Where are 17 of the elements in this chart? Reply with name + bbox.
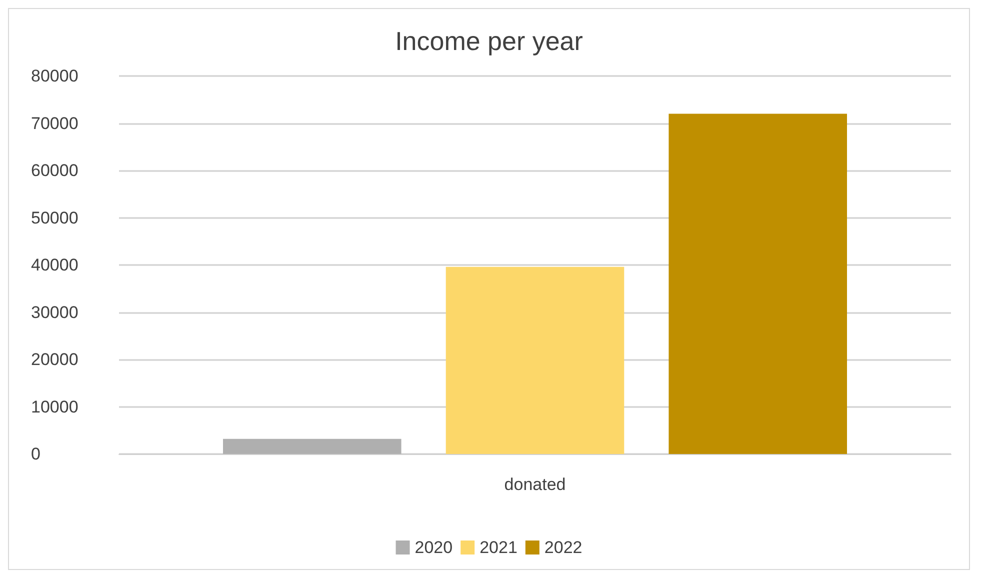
y-tick-label: 60000	[31, 161, 78, 180]
bar	[223, 438, 402, 454]
y-tick-label: 80000	[31, 66, 78, 86]
y-tick-label: 50000	[31, 208, 78, 228]
legend-label: 2021	[480, 538, 518, 557]
chart-title: Income per year	[395, 26, 584, 56]
x-tick-label: donated	[504, 475, 566, 494]
y-tick-label: 30000	[31, 302, 78, 322]
y-tick-label: 70000	[31, 114, 78, 133]
y-tick-label: 0	[31, 444, 40, 464]
bar	[446, 266, 624, 454]
bar	[668, 114, 847, 454]
y-tick-label: 40000	[31, 256, 78, 274]
legend-label: 2020	[414, 538, 453, 557]
y-tick-label: 20000	[31, 350, 78, 369]
y-tick-label: 10000	[31, 397, 78, 416]
legend-label: 2022	[544, 538, 582, 557]
